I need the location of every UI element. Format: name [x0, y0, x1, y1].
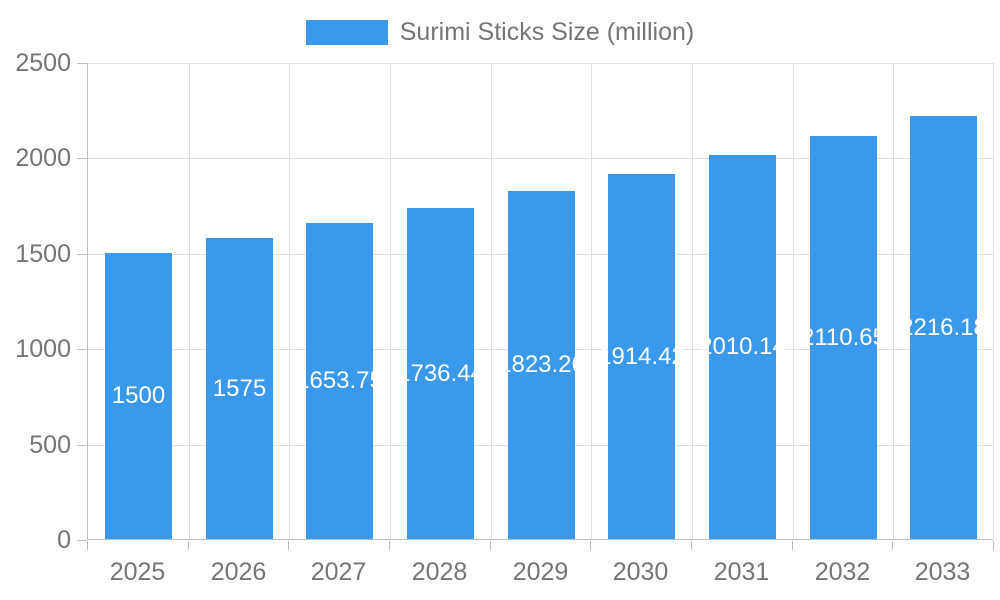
y-axis-tick: [77, 349, 87, 350]
bar-2025[interactable]: 1500: [105, 253, 172, 539]
x-axis-tick: [792, 541, 793, 550]
bar-2026[interactable]: 1575: [206, 238, 273, 539]
x-axis-label: 2032: [814, 558, 871, 586]
x-axis-label: 2033: [914, 558, 971, 586]
y-axis-tick: [77, 254, 87, 255]
gridline-vertical: [893, 63, 894, 539]
x-axis-label: 2029: [512, 558, 569, 586]
bar-2033[interactable]: 2216.18: [900, 116, 987, 539]
bar-2028[interactable]: 1736.44: [397, 208, 484, 539]
y-axis-tick: [77, 63, 87, 64]
y-axis-tick: [77, 158, 87, 159]
legend[interactable]: Surimi Sticks Size (million): [0, 18, 1000, 47]
gridline-vertical: [289, 63, 290, 539]
gridline-horizontal: [88, 63, 993, 64]
bar-value-label: 1500: [111, 382, 166, 409]
y-axis-label: 1500: [15, 240, 71, 268]
y-axis-label: 2000: [15, 144, 71, 172]
gridline-vertical: [189, 63, 190, 539]
x-axis-label: 2027: [310, 558, 367, 586]
y-axis-label: 1000: [15, 335, 71, 363]
bar-value-label: 1653.75: [296, 367, 383, 394]
x-axis-tick: [389, 541, 390, 550]
x-axis-label: 2031: [713, 558, 770, 586]
bar-value-label: 1575: [212, 374, 267, 402]
x-axis-label: 2026: [210, 558, 267, 586]
legend-label: Surimi Sticks Size (million): [399, 18, 695, 46]
bar-value-label: 2110.65: [801, 323, 886, 351]
legend-swatch: [305, 20, 388, 45]
bar-2031[interactable]: 2010.14: [699, 155, 786, 539]
y-axis-tick: [77, 445, 87, 446]
x-axis-label: 2028: [411, 558, 468, 586]
x-axis-tick: [993, 541, 994, 550]
bar-2032[interactable]: 2110.65: [801, 136, 886, 539]
gridline-horizontal: [88, 158, 993, 159]
x-axis-label: 2030: [612, 558, 669, 586]
bar-value-label: 2010.14: [699, 333, 786, 360]
bar-2030[interactable]: 1914.42: [598, 174, 685, 539]
x-axis-tick: [288, 541, 289, 550]
y-axis-label: 0: [57, 526, 71, 554]
bar-2027[interactable]: 1653.75: [296, 223, 383, 539]
bar-value-label: 1823.26: [498, 351, 585, 378]
gridline-vertical: [793, 63, 794, 539]
bar-value-label: 2216.18: [900, 313, 987, 341]
bar-2029[interactable]: 1823.26: [498, 191, 585, 539]
y-axis-tick: [77, 540, 87, 541]
gridline-vertical: [491, 63, 492, 539]
y-axis-label: 2500: [15, 49, 71, 77]
x-axis-tick: [188, 541, 189, 550]
gridline-vertical: [390, 63, 391, 539]
x-axis-tick: [87, 541, 88, 550]
x-axis-tick: [590, 541, 591, 550]
x-axis-label: 2025: [109, 558, 166, 586]
bar-value-label: 1914.42: [598, 342, 685, 370]
x-axis-tick: [892, 541, 893, 550]
y-axis-label: 500: [29, 431, 71, 459]
x-axis-tick: [490, 541, 491, 550]
gridline-vertical: [993, 63, 994, 539]
gridline-vertical: [591, 63, 592, 539]
x-axis-tick: [691, 541, 692, 550]
gridline-vertical: [692, 63, 693, 539]
bar-value-label: 1736.44: [397, 359, 484, 387]
plot-area: 1500 1575 1653.75 1736.44 1823.26 1914.42 2010…: [87, 63, 994, 540]
